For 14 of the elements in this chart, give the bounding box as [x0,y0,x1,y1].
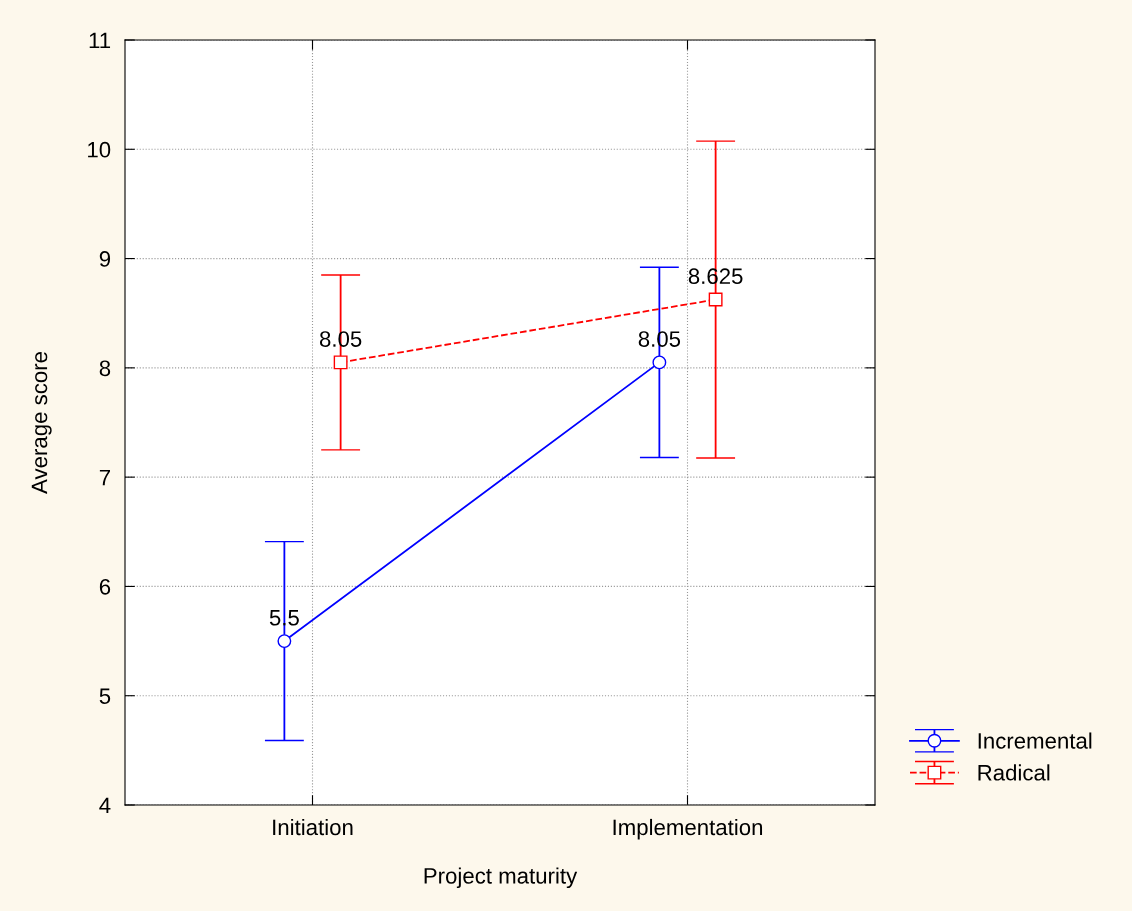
y-tick-label: 6 [99,578,111,595]
y-tick-label: 11 [89,32,111,49]
legend-label: Radical [978,764,1050,781]
y-tick-label: 4 [99,797,111,814]
x-axis-title: Project maturity [424,867,578,889]
y-tick-label: 9 [99,251,111,267]
y-tick-label: 7 [99,469,110,486]
legend-label: Incremental [978,732,1092,749]
x-tick-label: Implementation [613,818,763,840]
y-axis-title: Average score [31,352,52,494]
y-tick-label: 10 [88,141,111,158]
x-tick-label: Initiation [273,818,353,836]
y-tick-label: 8 [99,360,111,377]
y-tick-label: 5 [99,688,111,704]
